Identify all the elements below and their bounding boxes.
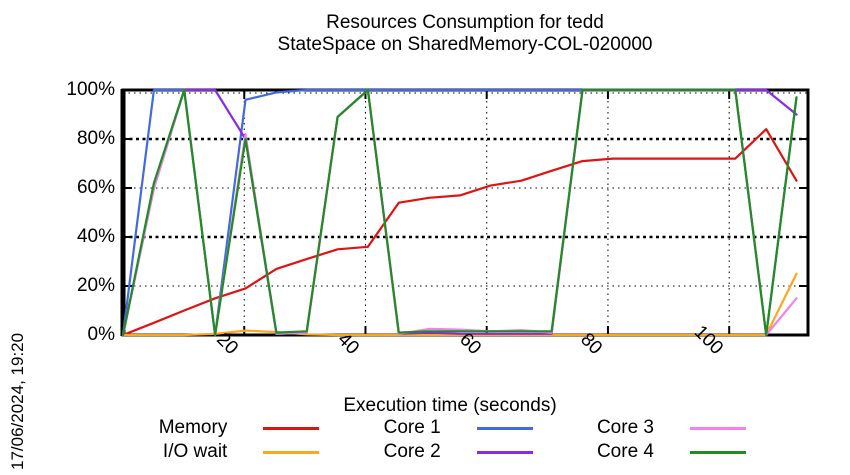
- legend-line-core-2: [476, 450, 533, 454]
- legend-line-memory: [263, 426, 320, 430]
- legend-item-core-4: Core 4: [547, 440, 760, 464]
- x-axis-label: Execution time (seconds): [343, 395, 557, 416]
- legend-item-core-1: Core 1: [333, 416, 546, 440]
- ytick-label-0: 0%: [87, 324, 115, 345]
- legend-label-core-2: Core 2: [383, 441, 441, 462]
- legend-label-core-1: Core 1: [383, 417, 441, 438]
- legend-label-core-4: Core 4: [596, 441, 654, 462]
- legend-line-core-3: [689, 426, 746, 430]
- ytick-label-40: 40%: [76, 226, 115, 247]
- legend-line-core-4: [689, 450, 746, 454]
- legend-line-io-wait: [263, 450, 320, 454]
- legend-item-core-3: Core 3: [547, 416, 760, 440]
- legend-item-io-wait: I/O wait: [120, 440, 333, 464]
- legend-label-core-3: Core 3: [596, 417, 654, 438]
- legend-label-memory: Memory: [158, 417, 228, 438]
- legend-item-core-2: Core 2: [333, 440, 546, 464]
- chart-legend: Memory I/O wait Core 1 Core 2 Core 3 Cor…: [120, 416, 760, 464]
- legend-label-io-wait: I/O wait: [162, 441, 228, 462]
- ytick-label-60: 60%: [76, 177, 115, 198]
- ytick-label-80: 80%: [76, 128, 115, 149]
- legend-line-core-1: [476, 426, 533, 430]
- ytick-label-100: 100%: [66, 79, 115, 100]
- legend-item-memory: Memory: [120, 416, 333, 440]
- ytick-label-20: 20%: [76, 275, 115, 296]
- chart-title-line-1: Resources Consumption for tedd: [326, 12, 604, 33]
- chart-title-line-2: StateSpace on SharedMemory-COL-020000: [277, 34, 653, 55]
